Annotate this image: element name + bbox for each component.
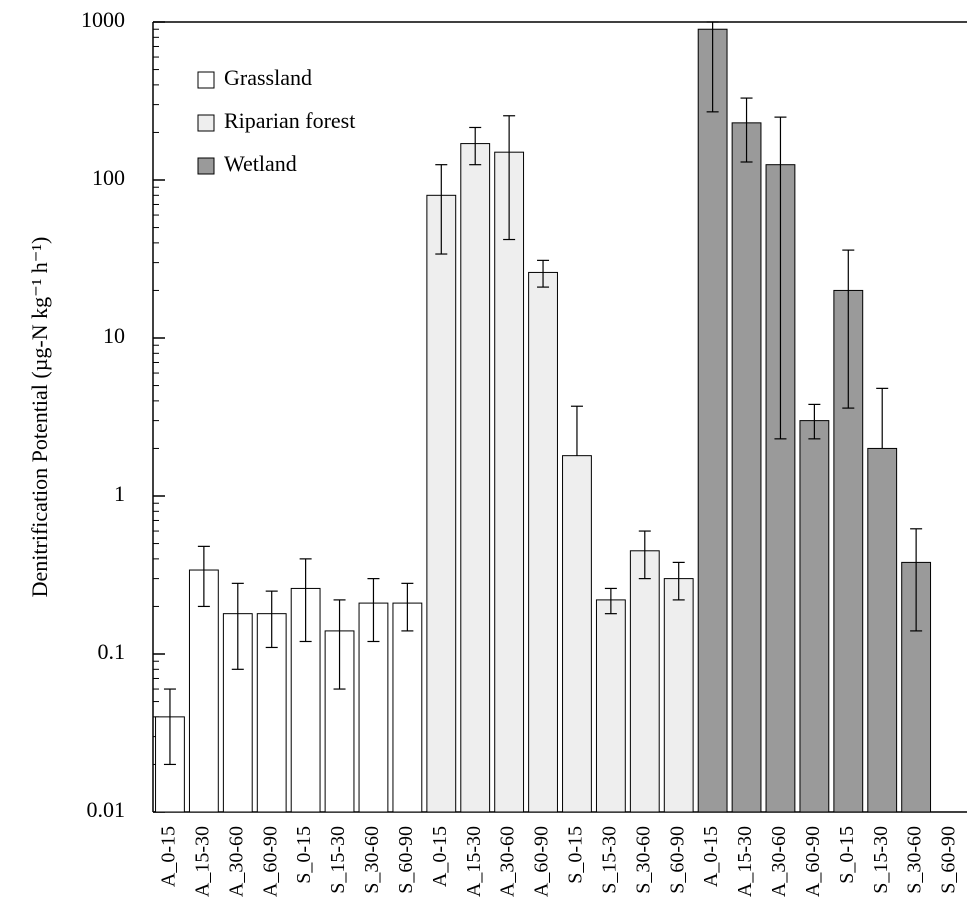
- x-tick-label: S_60-90: [395, 826, 417, 894]
- legend-label: Grassland: [224, 65, 312, 90]
- x-tick-label: A_15-30: [191, 826, 213, 897]
- x-tick-label: A_60-90: [531, 826, 553, 897]
- y-tick-label: 0.1: [98, 639, 126, 664]
- x-tick-label: S_0-15: [565, 826, 587, 884]
- legend-swatch: [197, 157, 215, 175]
- bar: [663, 578, 694, 813]
- x-tick-label: S_0-15: [836, 826, 858, 884]
- legend-label: Wetland: [224, 151, 297, 176]
- x-tick-label: S_60-90: [666, 826, 688, 894]
- y-tick-label: 1: [114, 481, 125, 506]
- bar: [595, 599, 626, 813]
- x-tick-label: A_15-30: [463, 826, 485, 897]
- bar: [460, 143, 491, 813]
- bar: [494, 151, 525, 813]
- x-tick-label: A_0-15: [158, 826, 180, 887]
- bar: [867, 447, 898, 813]
- legend-swatch: [197, 71, 215, 89]
- x-tick-label: S_15-30: [327, 826, 349, 894]
- x-tick-label: A_30-60: [768, 826, 790, 897]
- bar: [392, 602, 423, 813]
- y-tick-label: 10: [103, 323, 125, 348]
- x-tick-label: S_15-30: [870, 826, 892, 894]
- x-tick-label: A_30-60: [225, 826, 247, 897]
- y-tick-label: 0.01: [87, 797, 126, 822]
- x-tick-label: A_15-30: [734, 826, 756, 897]
- bar: [799, 420, 830, 813]
- y-axis-label: Denitrification Potential (µg-N kg⁻¹ h⁻¹…: [27, 237, 52, 598]
- bar: [426, 194, 457, 813]
- x-tick-label: A_60-90: [802, 826, 824, 897]
- bar: [731, 122, 762, 813]
- bar: [629, 550, 660, 813]
- x-tick-label: A_30-60: [497, 826, 519, 897]
- bar: [697, 28, 728, 813]
- legend-swatch: [197, 114, 215, 132]
- x-tick-label: A_0-15: [700, 826, 722, 887]
- x-tick-label: S_15-30: [598, 826, 620, 894]
- x-tick-label: S_30-60: [632, 826, 654, 894]
- x-tick-label: S_0-15: [293, 826, 315, 884]
- x-tick-label: S_30-60: [361, 826, 383, 894]
- legend-label: Riparian forest: [224, 108, 355, 133]
- y-tick-label: 100: [92, 165, 125, 190]
- y-tick-label: 1000: [81, 7, 125, 32]
- x-tick-label: A_0-15: [429, 826, 451, 887]
- x-tick-label: S_60-90: [938, 826, 960, 894]
- bar: [562, 455, 592, 813]
- x-tick-label: A_60-90: [259, 826, 281, 897]
- bar: [528, 271, 558, 813]
- x-tick-label: S_30-60: [904, 826, 926, 894]
